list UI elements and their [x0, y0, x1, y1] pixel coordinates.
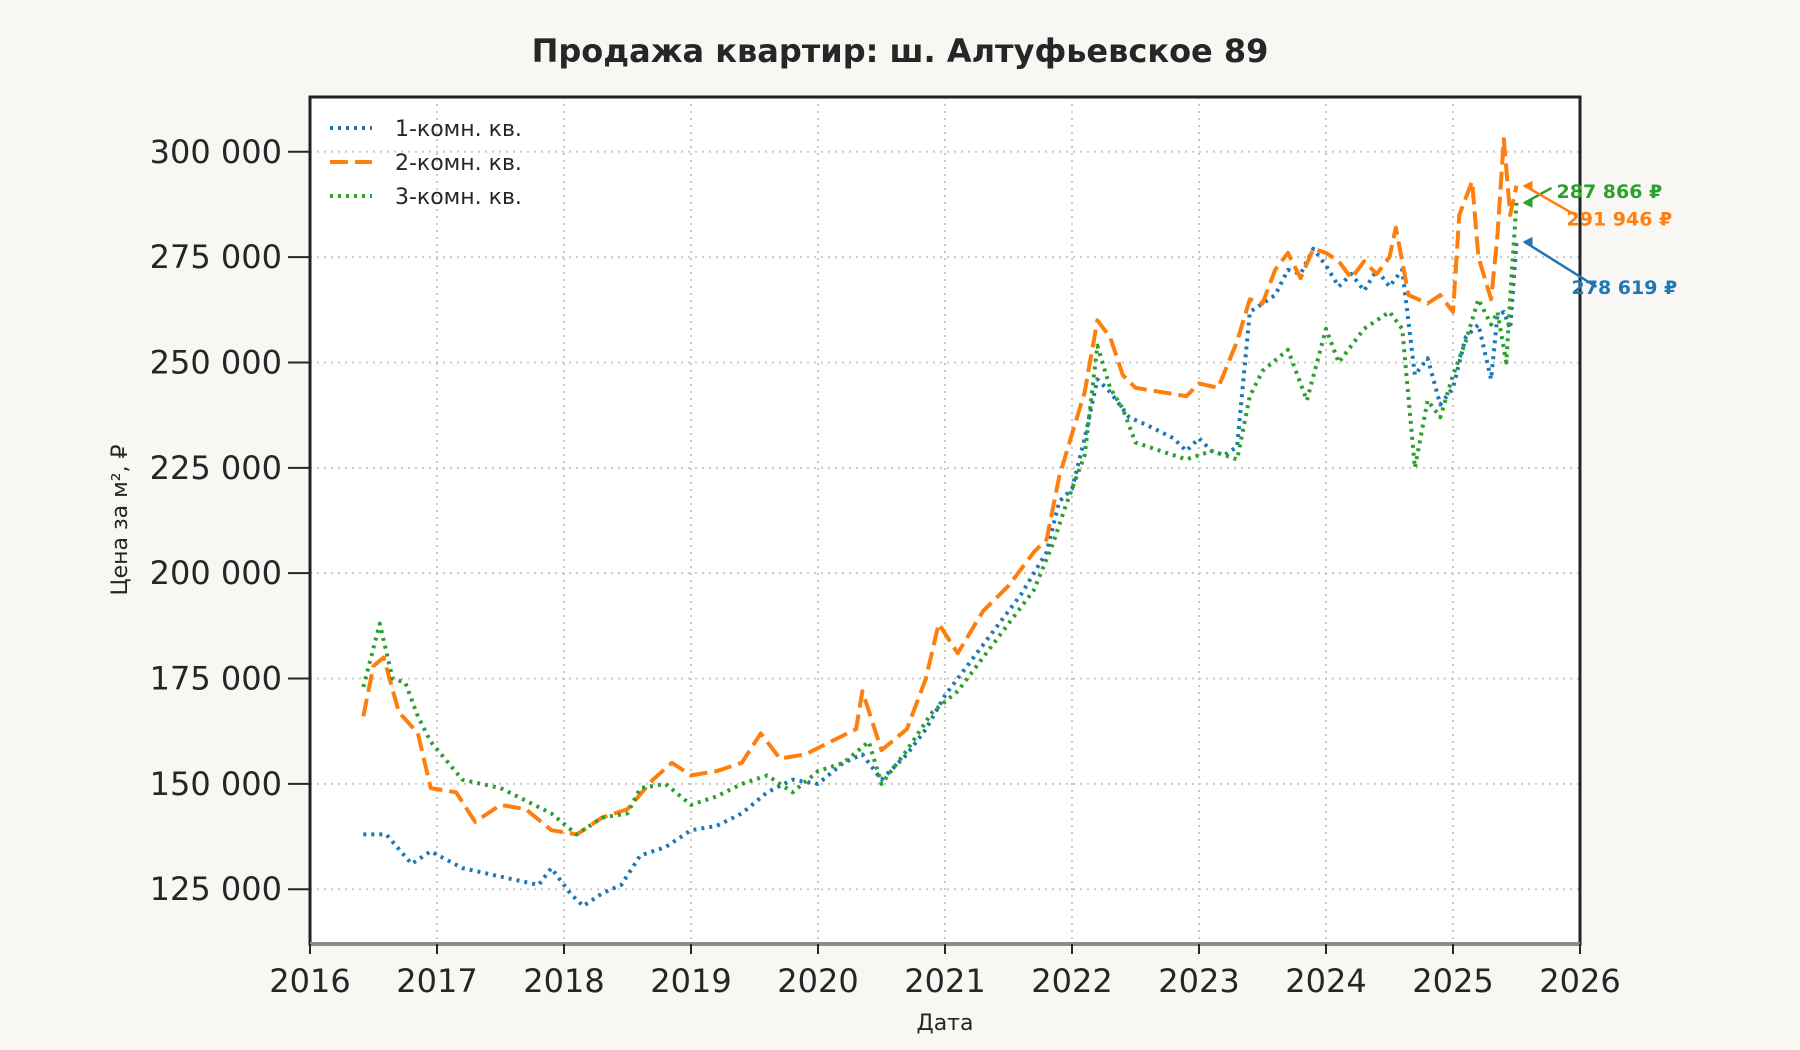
- x-tick-label: 2019: [650, 962, 731, 1000]
- y-tick-label: 175 000: [150, 660, 282, 698]
- x-tick-label: 2023: [1158, 962, 1239, 1000]
- y-tick-label: 150 000: [150, 765, 282, 803]
- annotation-arrow: [1523, 184, 1578, 217]
- annotation-arrowhead: [1522, 236, 1533, 247]
- x-tick-label: 2020: [777, 962, 858, 1000]
- legend-label: 1-комн. кв.: [395, 117, 522, 142]
- annotation-label: 287 866 ₽: [1557, 181, 1663, 203]
- annotation-arrowhead: [1522, 197, 1533, 208]
- x-tick-label: 2022: [1031, 962, 1112, 1000]
- y-tick-label: 250 000: [150, 343, 282, 381]
- x-axis: 2016 2017 2018 2019 2020 2021 2022 2023 2024 2025…: [269, 944, 1621, 1000]
- y-tick-label: 300 000: [150, 133, 282, 171]
- annotations: 287 866 ₽ 291 946 ₽ 278 619 ₽: [1522, 180, 1678, 299]
- x-tick-label: 2017: [396, 962, 477, 1000]
- x-tick-label: 2018: [523, 962, 604, 1000]
- y-tick-label: 275 000: [150, 238, 282, 276]
- x-tick-label: 2021: [904, 962, 985, 1000]
- annotation-arrow: [1523, 240, 1598, 288]
- series-line-2: [361, 137, 1519, 837]
- legend: 1-комн. кв. 2-комн. кв. 3-комн. кв.: [330, 117, 522, 210]
- y-axis-label: Цена за м², ₽: [108, 444, 133, 595]
- annotation-arrowhead: [1522, 180, 1533, 191]
- x-tick-label: 2026: [1539, 962, 1620, 1000]
- series-layer: [361, 137, 1519, 909]
- annotation-label: 291 946 ₽: [1567, 209, 1673, 231]
- x-tick-label: 2016: [269, 962, 350, 1000]
- x-tick-label: 2025: [1412, 962, 1493, 1000]
- y-tick-label: 125 000: [150, 870, 282, 908]
- annotation-label: 278 619 ₽: [1572, 277, 1678, 299]
- x-tick-label: 2024: [1285, 962, 1366, 1000]
- x-axis-label: Дата: [917, 1011, 974, 1036]
- legend-label: 2-комн. кв.: [395, 151, 522, 176]
- chart-title: Продажа квартир: ш. Алтуфьевское 89: [532, 32, 1269, 70]
- y-tick-label: 200 000: [150, 554, 282, 592]
- y-axis: 125 000 150 000 175 000 200 000 225 000 250 0…: [150, 133, 310, 908]
- legend-label: 3-комн. кв.: [395, 185, 522, 210]
- series-line-3: [361, 202, 1519, 837]
- y-tick-label: 225 000: [150, 449, 282, 487]
